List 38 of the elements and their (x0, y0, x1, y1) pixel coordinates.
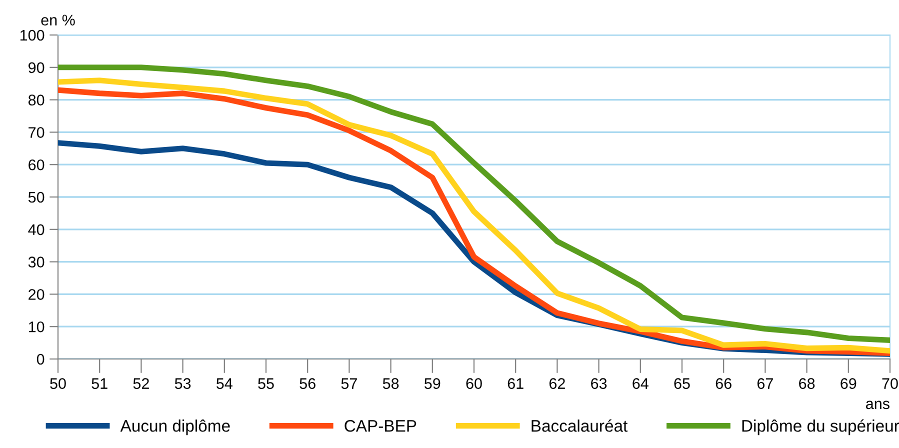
legend-label: CAP-BEP (344, 420, 416, 432)
x-tick-label: 52 (133, 378, 149, 389)
x-tick-label: 67 (757, 378, 773, 389)
y-tick-label: 10 (28, 321, 44, 332)
x-tick-label: 53 (174, 378, 191, 389)
x-tick-label: 59 (424, 378, 440, 389)
legend-label: Baccalauréat (532, 419, 628, 432)
x-tick-label: 57 (341, 378, 357, 389)
x-tick-label: 60 (466, 378, 482, 389)
y-tick-label: 70 (28, 127, 44, 138)
y-tick-label: 50 (28, 192, 44, 203)
y-tick-label: 60 (28, 159, 44, 170)
y-tick-label: 0 (36, 354, 44, 365)
x-tick-label: 56 (300, 378, 316, 389)
y-tick-label: 90 (28, 62, 44, 74)
x-tick-label: 51 (92, 378, 108, 389)
x-tick-label: 55 (258, 378, 274, 389)
x-tick-label: 68 (799, 378, 815, 389)
x-tick-label: 66 (716, 378, 732, 389)
x-tick-label: 65 (674, 378, 690, 389)
x-tick-label: 50 (50, 378, 66, 389)
y-tick-label: 100 (20, 30, 44, 41)
x-tick-label: 61 (508, 378, 524, 389)
x-axis-title: ans (866, 400, 890, 410)
y-axis-title: en % (41, 14, 75, 26)
x-tick-label: 62 (549, 378, 565, 389)
x-tick-label: 70 (882, 378, 898, 389)
legend-label: Diplôme du supérieur (742, 419, 899, 436)
y-tick-label: 20 (28, 289, 44, 300)
legend-label: Aucun diplôme (120, 420, 230, 436)
x-tick-label: 54 (216, 378, 232, 389)
y-tick-label: 40 (28, 224, 44, 236)
y-tick-label: 80 (28, 94, 44, 106)
x-tick-label: 64 (632, 378, 648, 389)
x-tick-label: 63 (591, 378, 607, 389)
x-tick-label: 58 (382, 378, 399, 389)
x-tick-label: 69 (840, 378, 856, 389)
y-tick-label: 30 (28, 256, 44, 268)
